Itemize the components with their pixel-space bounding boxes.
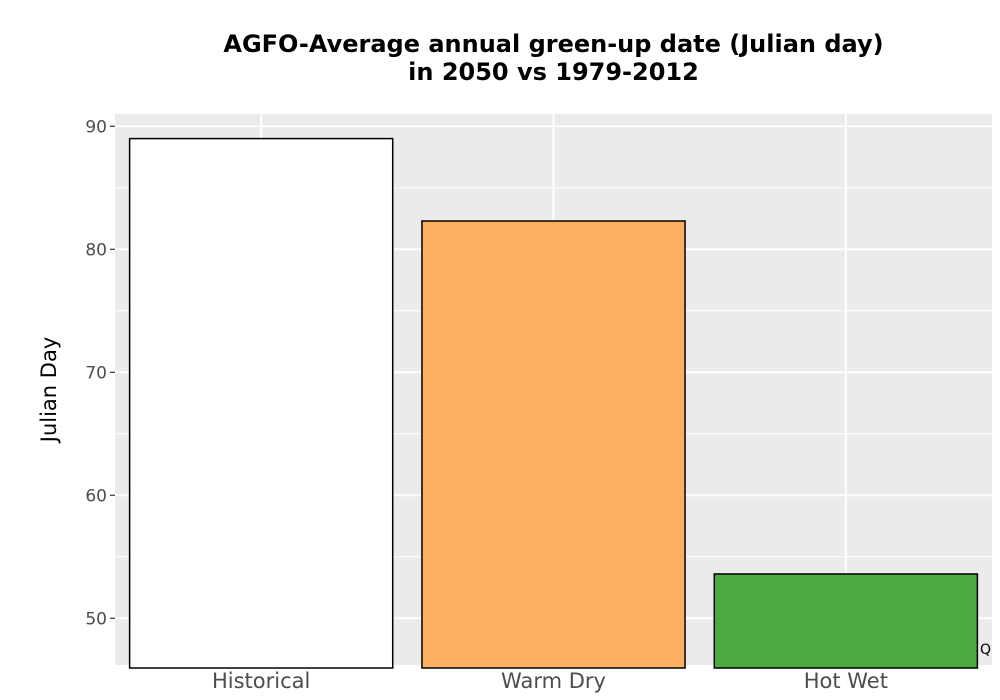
y-axis-title: Julian Day: [37, 337, 61, 445]
bars: [128, 137, 979, 669]
y-tick-label: 50: [85, 609, 107, 629]
y-tick-label: 60: [85, 486, 107, 506]
y-axis: 50 60 70 80 90: [85, 117, 115, 629]
bar-hot-wet: [713, 573, 979, 669]
chart-title-line-2: in 2050 vs 1979-2012: [408, 58, 699, 86]
x-tick-label: Warm Dry: [501, 669, 606, 693]
y-tick-label: 80: [85, 240, 107, 260]
chart-title: AGFO-Average annual green-up date (Julia…: [115, 30, 992, 86]
x-tick-label: Hot Wet: [804, 669, 888, 693]
bar-warm-dry: [421, 220, 686, 669]
y-tick-label: 90: [85, 117, 107, 137]
corner-mark: Q: [980, 642, 991, 658]
x-axis: Historical Warm Dry Hot Wet: [212, 669, 888, 693]
bar-historical: [128, 137, 394, 669]
x-tick-label: Historical: [212, 669, 310, 693]
y-tick-label: 70: [85, 363, 107, 383]
chart-title-line-1: AGFO-Average annual green-up date (Julia…: [223, 30, 884, 58]
